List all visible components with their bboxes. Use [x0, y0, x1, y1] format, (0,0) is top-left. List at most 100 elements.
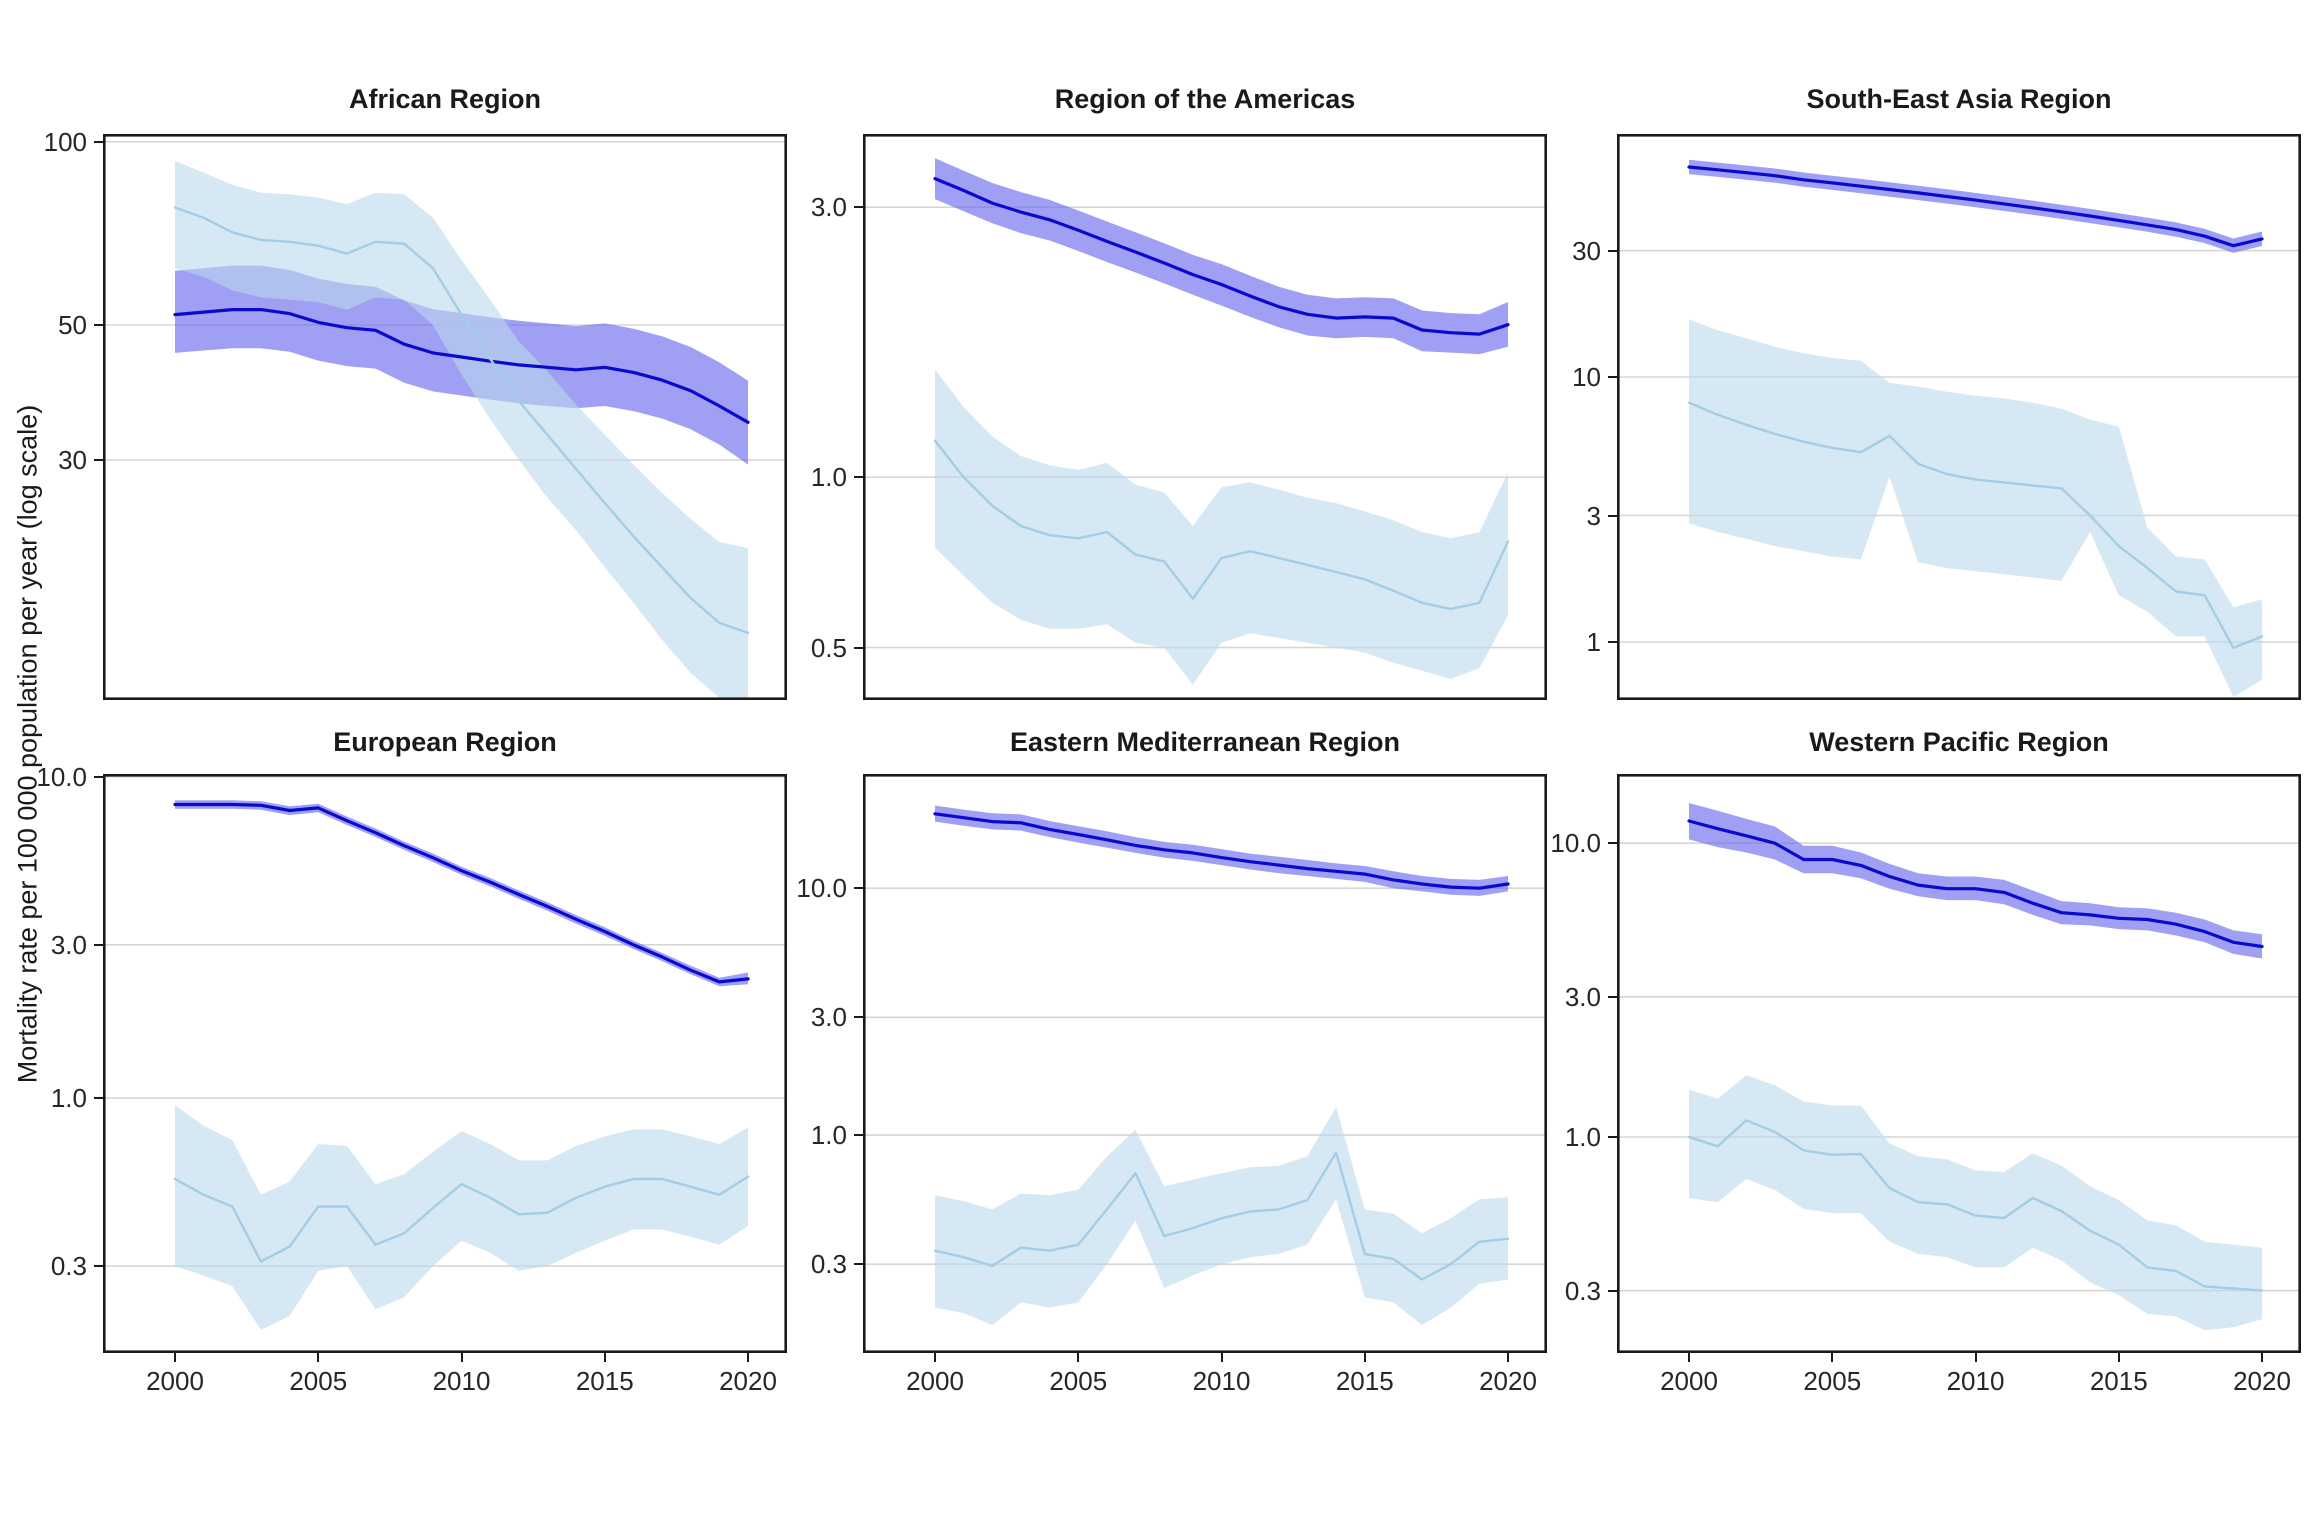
y-tick-label: 50 — [58, 310, 87, 340]
y-tick-label: 1.0 — [50, 1083, 87, 1114]
y-tick-mark — [94, 943, 103, 946]
panel-title-western-pacific-region: Western Pacific Region — [1809, 727, 2109, 757]
dark-blue-estimate-line — [173, 308, 750, 424]
x-tick-label: 2000 — [906, 1366, 964, 1396]
y-tick-mark — [854, 1134, 863, 1137]
y-tick-mark — [854, 1263, 863, 1266]
y-tick-mark — [94, 1097, 103, 1100]
dark-blue-estimate-line — [173, 802, 750, 984]
x-tick-mark — [1220, 1353, 1223, 1362]
y-tick-label: 1 — [1586, 626, 1601, 657]
dark-blue-estimate-ribbon — [1689, 803, 2262, 959]
y-tick-label: 1.0 — [1564, 1122, 1601, 1152]
y-tick-label: 3.0 — [50, 929, 87, 960]
y-tick-mark — [854, 887, 863, 890]
y-tick-mark — [94, 140, 103, 143]
panel-title-region-of-the-americas: Region of the Americas — [1054, 84, 1356, 114]
x-tick-label: 2005 — [1049, 1366, 1108, 1396]
y-tick-mark — [854, 206, 863, 209]
panel-plot-eastern-mediterranean-region — [863, 774, 1547, 1353]
y-tick-mark — [1608, 514, 1617, 517]
panel-border — [103, 774, 787, 1353]
dark-blue-estimate-line — [933, 812, 1510, 890]
x-tick-mark — [2261, 1353, 2263, 1362]
y-tick-mark — [1608, 842, 1617, 845]
light-blue-estimate-ribbon — [1689, 1075, 2262, 1331]
y-tick-mark — [1608, 995, 1617, 998]
y-tick-label: 30 — [58, 445, 87, 476]
x-tick-label: 2015 — [1335, 1366, 1394, 1396]
y-tick-mark — [1608, 249, 1617, 252]
y-tick-label: 0.5 — [810, 632, 847, 663]
light-blue-estimate-line — [1687, 1119, 2264, 1292]
y-tick-mark — [854, 1016, 863, 1019]
dark-blue-estimate-line — [1687, 165, 2264, 248]
panel-title-african-region: African Region — [348, 84, 542, 114]
y-tick-label: 3.0 — [810, 1002, 847, 1033]
panel-border — [863, 134, 1547, 700]
y-tick-mark — [1608, 1136, 1617, 1138]
light-blue-estimate-line — [933, 1151, 1510, 1281]
x-tick-mark — [1974, 1353, 1977, 1362]
panel-plot-south-east-asia-region — [1617, 134, 2301, 700]
y-tick-label: 30 — [1572, 235, 1601, 266]
y-tick-label: 0.3 — [1564, 1275, 1601, 1306]
y-tick-mark — [854, 646, 863, 649]
x-tick-mark — [747, 1353, 749, 1362]
y-tick-mark — [1608, 640, 1617, 643]
x-tick-label: 2020 — [1479, 1366, 1537, 1396]
x-tick-mark — [1363, 1353, 1366, 1362]
panel-title-south-east-asia-region: South-East Asia Region — [1806, 84, 2112, 114]
y-tick-mark — [854, 476, 863, 479]
y-tick-label: 10 — [1572, 361, 1601, 392]
x-tick-label: 2005 — [289, 1366, 348, 1396]
x-tick-label: 2015 — [575, 1366, 634, 1396]
panel-plot-african-region — [103, 134, 787, 700]
panel-border — [863, 774, 1547, 1353]
x-tick-label: 2020 — [2233, 1366, 2291, 1396]
y-tick-mark — [94, 459, 103, 462]
x-tick-mark — [1507, 1353, 1509, 1362]
light-blue-estimate-ribbon — [175, 161, 748, 700]
light-blue-estimate-ribbon — [935, 369, 1508, 685]
y-tick-label: 100 — [43, 126, 87, 157]
x-tick-mark — [934, 1353, 936, 1362]
panel-title-european-region: European Region — [333, 727, 557, 757]
x-tick-mark — [1831, 1353, 1834, 1362]
x-tick-label: 2010 — [1192, 1366, 1251, 1396]
dark-blue-estimate-ribbon — [175, 800, 748, 987]
light-blue-estimate-ribbon — [935, 1106, 1508, 1326]
panel-plot-region-of-the-americas — [863, 134, 1547, 700]
y-tick-mark — [94, 1265, 103, 1268]
dark-blue-estimate-line — [1687, 819, 2264, 949]
panel-title-eastern-mediterranean-region: Eastern Mediterranean Region — [1009, 727, 1401, 757]
dark-blue-estimate-ribbon — [1689, 159, 2262, 253]
x-tick-mark — [2117, 1353, 2120, 1362]
y-tick-label: 10.0 — [36, 761, 87, 792]
y-tick-mark — [1608, 1289, 1617, 1292]
y-tick-label: 0.3 — [810, 1249, 847, 1280]
y-tick-label: 0.3 — [50, 1251, 87, 1282]
x-tick-mark — [174, 1353, 176, 1362]
light-blue-estimate-ribbon — [1689, 319, 2262, 697]
x-tick-mark — [317, 1353, 320, 1362]
x-tick-mark — [1688, 1353, 1690, 1362]
x-tick-label: 2010 — [1946, 1366, 2005, 1396]
panel-border — [103, 134, 787, 700]
dark-blue-estimate-ribbon — [935, 805, 1508, 896]
x-tick-label: 2020 — [719, 1366, 777, 1396]
y-tick-mark — [94, 775, 103, 778]
y-tick-mark — [1608, 375, 1617, 378]
panel-border — [1617, 134, 2301, 700]
y-tick-label: 1.0 — [810, 1120, 847, 1151]
x-tick-label: 2000 — [1660, 1366, 1718, 1396]
x-tick-label: 2000 — [146, 1366, 204, 1396]
light-blue-estimate-line — [173, 206, 750, 635]
panel-border — [1617, 774, 2301, 1353]
light-blue-estimate-line — [173, 1175, 750, 1263]
y-tick-label: 1.0 — [810, 462, 847, 493]
x-tick-mark — [603, 1353, 606, 1362]
y-tick-label: 3.0 — [810, 192, 847, 223]
light-blue-estimate-line — [933, 439, 1510, 611]
